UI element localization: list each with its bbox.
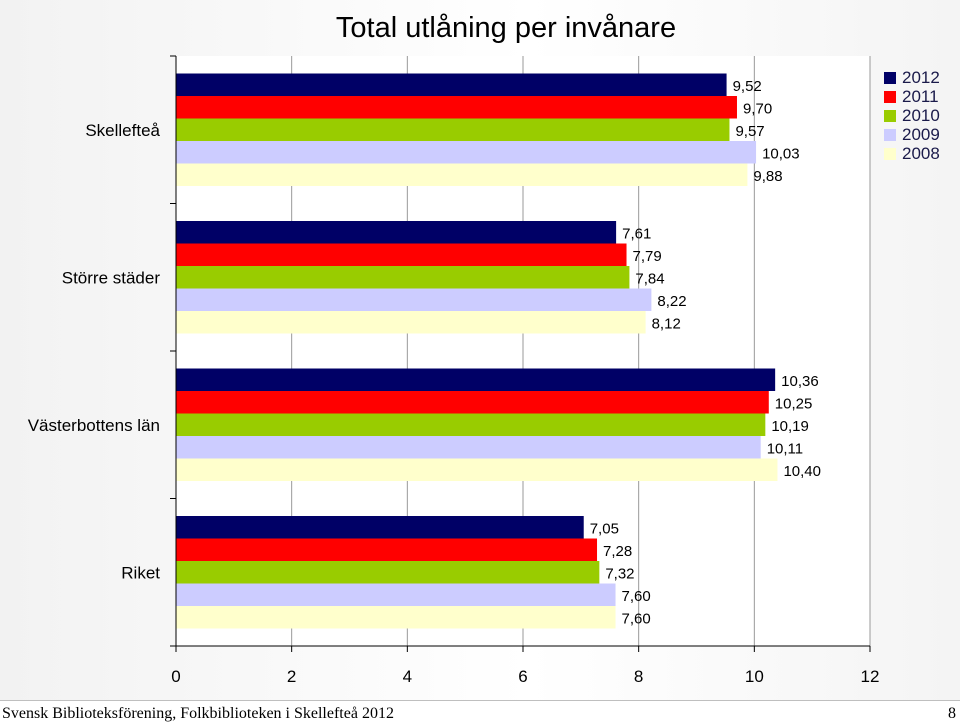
data-label-storre-stader-2008: 8,12 — [652, 315, 681, 332]
bar-skelleftea-2011 — [176, 96, 737, 119]
data-label-skelleftea-2009: 10,03 — [762, 145, 800, 162]
data-label-riket-2012: 7,05 — [590, 520, 619, 537]
category-label-riket: Riket — [121, 563, 160, 582]
footer-text: Svensk Biblioteksförening, Folkbibliotek… — [2, 705, 394, 722]
bar-storre-stader-2008 — [176, 311, 646, 334]
legend-swatch-2011 — [884, 90, 896, 103]
legend-swatch-2009 — [884, 128, 896, 141]
category-label-vasterbottens-lan: Västerbottens län — [28, 416, 160, 435]
data-labels: 9,52 9,70 9,57 10,03 9,88 7,61 7,79 7,84 8,22 8,1… — [590, 78, 821, 628]
legend-item-2011: 2011 — [884, 87, 940, 106]
legend-item-2012: 2012 — [884, 68, 940, 87]
x-tick-label-4: 4 — [403, 667, 412, 686]
bar-vasterbottens-lan-2009 — [176, 436, 761, 459]
legend: 2012 2011 2010 2009 2008 — [884, 68, 940, 163]
bar-riket-2011 — [176, 538, 598, 561]
data-label-skelleftea-2011: 9,70 — [743, 100, 772, 117]
legend-label-2010: 2010 — [902, 106, 940, 125]
legend-label-2009: 2009 — [902, 125, 940, 144]
data-label-riket-2010: 7,32 — [605, 565, 634, 582]
bar-riket-2009 — [176, 583, 616, 606]
x-tick-label-12: 12 — [861, 667, 880, 686]
legend-label-2012: 2012 — [902, 68, 940, 87]
bar-riket-2008 — [176, 606, 616, 629]
data-label-skelleftea-2012: 9,52 — [733, 78, 762, 95]
data-label-storre-stader-2009: 8,22 — [657, 293, 686, 310]
bar-vasterbottens-lan-2012 — [176, 368, 776, 391]
bar-skelleftea-2012 — [176, 73, 727, 96]
bar-storre-stader-2010 — [176, 266, 630, 289]
data-label-skelleftea-2008: 9,88 — [753, 168, 782, 185]
bar-vasterbottens-lan-2008 — [176, 458, 778, 481]
bar-chart: 9,52 9,70 9,57 10,03 9,88 7,61 7,79 7,84 8,22 8,1… — [28, 55, 880, 686]
x-tick-label-6: 6 — [518, 667, 527, 686]
data-label-storre-stader-2010: 7,84 — [635, 270, 664, 287]
category-label-storre-stader: Större städer — [62, 268, 161, 287]
data-label-storre-stader-2012: 7,61 — [622, 225, 651, 242]
data-label-storre-stader-2011: 7,79 — [633, 248, 662, 265]
x-tick-label-0: 0 — [171, 667, 180, 686]
bar-skelleftea-2009 — [176, 141, 757, 164]
legend-label-2011: 2011 — [902, 87, 939, 106]
footer-divider — [0, 700, 960, 701]
legend-item-2010: 2010 — [884, 106, 940, 125]
data-label-vasterbottens-lan-2012: 10,36 — [781, 373, 819, 390]
legend-swatch-2008 — [884, 147, 896, 160]
bar-storre-stader-2009 — [176, 288, 652, 311]
axes: 0 2 4 6 8 10 12 Skellefteå Större städer Västerbo… — [28, 55, 880, 686]
x-tick-label-2: 2 — [287, 667, 296, 686]
data-label-riket-2011: 7,28 — [603, 543, 632, 560]
data-label-riket-2009: 7,60 — [622, 588, 651, 605]
bar-skelleftea-2008 — [176, 163, 748, 186]
bar-storre-stader-2012 — [176, 221, 617, 244]
data-label-vasterbottens-lan-2011: 10,25 — [775, 395, 813, 412]
bar-riket-2010 — [176, 561, 600, 584]
bar-skelleftea-2010 — [176, 118, 730, 141]
page-number: 8 — [948, 705, 956, 722]
bar-vasterbottens-lan-2011 — [176, 391, 769, 414]
bars — [176, 73, 778, 629]
data-label-vasterbottens-lan-2009: 10,11 — [767, 440, 803, 457]
bar-riket-2012 — [176, 516, 584, 539]
data-label-skelleftea-2010: 9,57 — [735, 123, 764, 140]
data-label-vasterbottens-lan-2010: 10,19 — [771, 418, 809, 435]
bar-vasterbottens-lan-2010 — [176, 413, 766, 436]
legend-label-2008: 2008 — [902, 144, 940, 163]
legend-swatch-2010 — [884, 109, 896, 122]
category-label-skelleftea: Skellefteå — [85, 121, 160, 140]
data-label-riket-2008: 7,60 — [622, 610, 651, 627]
data-label-vasterbottens-lan-2008: 10,40 — [783, 463, 821, 480]
legend-item-2008: 2008 — [884, 144, 940, 163]
legend-swatch-2012 — [884, 71, 896, 84]
x-tick-label-10: 10 — [745, 667, 764, 686]
bar-storre-stader-2011 — [176, 243, 627, 266]
chart-title: Total utlåning per invånare — [335, 12, 677, 44]
x-tick-label-8: 8 — [634, 667, 643, 686]
legend-item-2009: 2009 — [884, 125, 940, 144]
